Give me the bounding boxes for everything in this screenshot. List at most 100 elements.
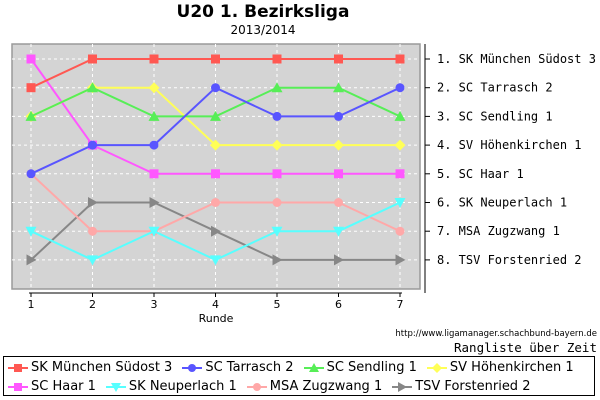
x-tick-label: 6 — [335, 298, 342, 311]
series-marker — [210, 139, 221, 151]
right-axis-label: 7. MSA Zugzwang 1 — [437, 224, 560, 238]
legend-marker-shape — [110, 382, 121, 392]
legend-marker-shape — [14, 363, 22, 372]
series-marker — [333, 139, 344, 151]
right-axis-label: 1. SK München Südost 3 — [437, 52, 596, 66]
legend-marker-shape — [308, 362, 319, 372]
x-axis-title: Runde — [199, 312, 234, 325]
series-marker — [395, 54, 405, 64]
legend-label: SC Sendling 1 — [326, 360, 417, 375]
legend-marker-icon — [303, 362, 324, 372]
legend-marker-icon — [426, 362, 447, 373]
source-url: http://www.ligamanager.schachbund-bayern… — [395, 329, 597, 339]
series-marker — [271, 139, 283, 151]
series-marker — [272, 254, 283, 266]
series-marker — [88, 54, 97, 64]
legend-marker-shape — [14, 382, 22, 391]
legend-marker-icon — [246, 382, 267, 391]
series-marker — [87, 82, 98, 93]
series-marker — [395, 226, 405, 236]
legend-label: SK Neuperlach 1 — [128, 379, 237, 394]
x-tick-label: 1 — [28, 298, 35, 311]
series-marker — [271, 226, 283, 237]
right-axis-label: 3. SC Sendling 1 — [437, 109, 553, 123]
legend-item: TSV Forstenried 2 — [392, 379, 530, 394]
x-tick-label: 4 — [212, 298, 219, 311]
series-marker — [211, 198, 220, 207]
legend: SK München Südost 3 SC Tarrasch 2 SC Sendl… — [3, 356, 595, 396]
legend-marker-shape — [252, 382, 261, 391]
series-marker — [210, 110, 221, 121]
chart-title: U20 1. Bezirksliga — [176, 2, 350, 22]
series-marker — [394, 110, 406, 121]
series-marker — [333, 82, 344, 93]
series-marker — [88, 197, 98, 208]
x-tick-label: 2 — [89, 298, 96, 311]
series-marker — [149, 197, 160, 208]
series-marker — [210, 255, 221, 266]
series-marker — [87, 255, 98, 266]
right-axis-label: 8. TSV Forstenried 2 — [437, 253, 582, 267]
series-marker — [149, 169, 159, 179]
legend-label: SV Höhenkirchen 1 — [449, 360, 574, 375]
legend-item: SK Neuperlach 1 — [105, 379, 237, 394]
series-marker — [272, 198, 282, 207]
series-marker — [394, 198, 406, 208]
legend-item: SK München Südost 3 — [8, 360, 172, 375]
x-tick-label: 7 — [397, 298, 404, 311]
right-axis-label: 2. SC Tarrasch 2 — [437, 81, 553, 95]
series-marker — [394, 139, 406, 151]
x-tick-label: 5 — [274, 298, 281, 311]
legend-row-1: SK München Südost 3 SC Tarrasch 2 SC Sendl… — [8, 358, 590, 377]
series-marker — [26, 254, 37, 266]
legend-marker-icon — [105, 382, 126, 392]
legend-marker-icon — [8, 382, 28, 391]
series-marker — [26, 54, 36, 64]
series-marker — [26, 83, 36, 93]
legend-row-2: SC Haar 1 SK Neuperlach 1 MSA Zugzwang 1 TS… — [8, 377, 590, 396]
legend-item: MSA Zugzwang 1 — [246, 379, 383, 394]
legend-label: MSA Zugzwang 1 — [269, 379, 383, 394]
legend-item: SC Haar 1 — [8, 379, 96, 394]
legend-label: SC Tarrasch 2 — [205, 360, 294, 375]
series-marker — [211, 225, 221, 237]
legend-item: SC Sendling 1 — [303, 360, 417, 375]
chart-caption: Rangliste über Zeit — [454, 340, 597, 355]
series-marker — [148, 110, 160, 121]
legend-marker-icon — [182, 363, 203, 372]
right-axis-label: 5. SC Haar 1 — [437, 167, 524, 181]
legend-marker-icon — [392, 381, 413, 392]
series-marker — [88, 226, 97, 236]
legend-marker-shape — [431, 362, 442, 373]
series-marker — [25, 110, 37, 121]
series-marker — [149, 140, 159, 150]
series-marker — [272, 169, 282, 179]
series-marker — [25, 226, 37, 237]
series-marker — [88, 140, 97, 150]
series-marker — [395, 83, 405, 93]
legend-item: SC Tarrasch 2 — [182, 360, 294, 375]
chart-subtitle: 2013/2014 — [230, 23, 296, 37]
legend-marker-icon — [8, 363, 28, 372]
series-marker — [211, 83, 220, 93]
x-tick-label: 3 — [151, 298, 158, 311]
series-marker — [334, 198, 343, 207]
right-axis-label: 4. SV Höhenkirchen 1 — [437, 138, 582, 152]
right-axis-label: 6. SK Neuperlach 1 — [437, 196, 567, 210]
series-marker — [211, 54, 220, 64]
series-marker — [148, 82, 160, 94]
legend-label: TSV Forstenried 2 — [415, 379, 531, 394]
series-marker — [272, 54, 282, 64]
series-marker — [395, 254, 406, 266]
series-marker — [334, 169, 343, 179]
series-marker — [334, 54, 343, 64]
legend-marker-shape — [188, 363, 197, 372]
series-marker — [148, 226, 160, 237]
series-marker — [334, 254, 344, 266]
series-marker — [271, 82, 283, 93]
legend-marker-shape — [398, 381, 408, 392]
series-marker — [395, 169, 405, 179]
series-marker — [26, 169, 36, 179]
series-marker — [149, 54, 159, 64]
